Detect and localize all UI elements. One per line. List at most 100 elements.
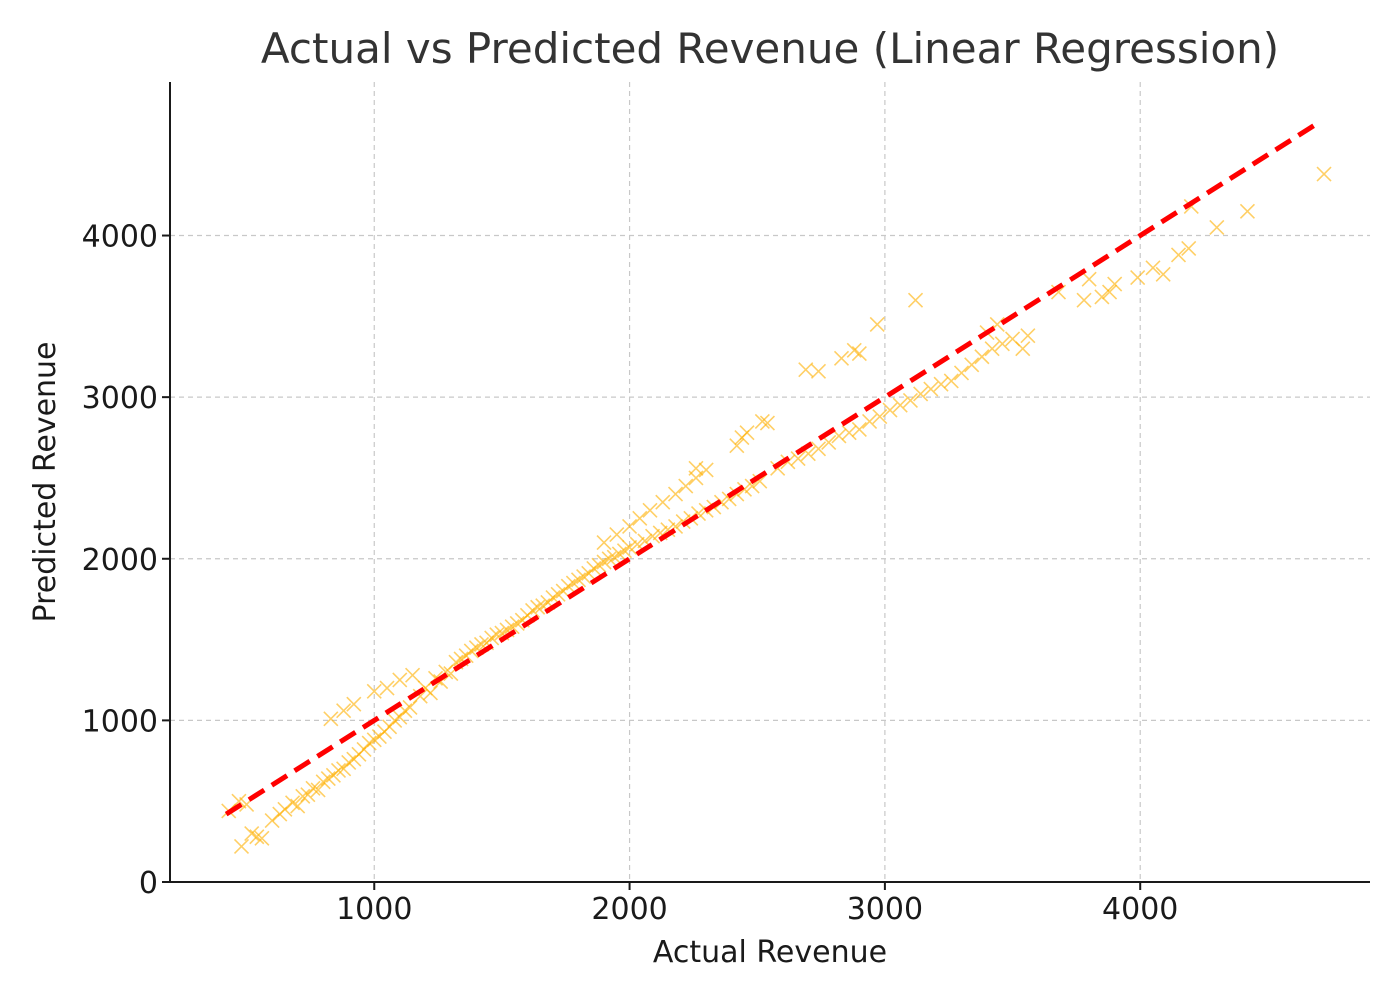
data-point — [379, 680, 395, 696]
data-point — [780, 454, 796, 470]
grid-lines — [170, 82, 1370, 882]
data-point — [570, 572, 587, 588]
data-point — [1102, 284, 1118, 300]
data-point — [846, 342, 862, 358]
data-point — [586, 560, 602, 577]
data-point — [862, 413, 878, 429]
data-point — [1181, 240, 1197, 257]
data-point — [984, 341, 1000, 357]
data-point — [688, 460, 704, 476]
y-tick-label: 2000 — [82, 543, 158, 578]
data-point — [336, 703, 352, 719]
reference-line-layer — [224, 120, 1321, 817]
data-point — [698, 462, 714, 478]
data-point — [841, 425, 857, 441]
x-tick-label: 4000 — [1102, 892, 1178, 927]
data-points — [221, 166, 1332, 855]
data-point — [632, 510, 648, 526]
data-point — [810, 441, 827, 457]
data-point — [231, 793, 247, 809]
data-point — [300, 787, 316, 803]
data-point — [729, 438, 745, 454]
y-tick-label: 3000 — [82, 381, 158, 416]
data-point — [1145, 260, 1161, 276]
data-point — [833, 350, 850, 366]
data-point — [1081, 271, 1097, 287]
data-point — [892, 397, 908, 413]
data-point — [869, 316, 885, 332]
y-tick-label: 0 — [139, 866, 158, 901]
data-point — [320, 770, 336, 787]
data-point — [277, 801, 293, 817]
data-point — [305, 780, 321, 796]
y-tick-label: 1000 — [82, 704, 158, 739]
data-point — [713, 494, 730, 510]
data-point — [404, 667, 421, 683]
data-point — [907, 292, 924, 308]
data-point — [798, 362, 814, 378]
data-point — [1094, 289, 1110, 305]
data-point — [1209, 219, 1225, 236]
data-point — [346, 696, 362, 712]
data-point — [1239, 203, 1256, 219]
data-point — [565, 575, 581, 591]
data-point — [953, 365, 970, 381]
x-axis-ticks: 1000 2000 3000 4000 — [336, 882, 1178, 927]
data-point — [913, 386, 929, 402]
data-point — [974, 349, 990, 365]
data-point — [678, 478, 694, 494]
data-point — [254, 830, 270, 846]
data-point — [1107, 276, 1123, 292]
data-point — [923, 381, 939, 397]
reference-line — [224, 120, 1321, 817]
data-point — [759, 415, 776, 431]
data-point — [667, 486, 684, 502]
data-point — [366, 683, 382, 699]
data-point — [392, 672, 408, 688]
data-point — [872, 408, 888, 425]
chart-title: Actual vs Predicted Revenue (Linear Regr… — [261, 24, 1279, 73]
data-point — [790, 450, 806, 467]
data-point — [315, 774, 331, 790]
data-point — [943, 373, 959, 389]
data-point — [1170, 247, 1187, 263]
data-point — [591, 557, 607, 573]
data-point — [882, 402, 898, 418]
data-point — [902, 392, 918, 408]
data-point — [1020, 328, 1036, 344]
x-tick-label: 2000 — [591, 892, 667, 927]
data-point — [933, 376, 949, 392]
data-point — [1155, 266, 1171, 282]
data-point — [550, 586, 566, 602]
x-tick-label: 1000 — [336, 892, 412, 927]
data-point — [249, 829, 265, 845]
data-point — [655, 494, 671, 510]
data-point — [736, 481, 753, 497]
x-tick-label: 3000 — [847, 892, 923, 927]
data-point — [622, 518, 638, 535]
data-point — [609, 526, 625, 543]
data-point — [560, 578, 576, 594]
data-point — [642, 502, 658, 518]
data-point — [754, 413, 770, 429]
data-point — [851, 421, 867, 438]
data-point — [264, 813, 280, 829]
data-point — [622, 539, 638, 556]
data-point — [330, 762, 347, 779]
data-point — [341, 754, 357, 770]
y-axis-label: Predicted Revenue — [28, 341, 63, 622]
data-point — [1015, 341, 1031, 357]
data-point — [530, 599, 546, 615]
x-axis-label: Actual Revenue — [653, 935, 887, 970]
data-point — [576, 568, 592, 585]
data-point — [675, 514, 691, 530]
data-point — [994, 336, 1010, 352]
data-point — [1076, 292, 1092, 308]
data-point — [1316, 166, 1332, 182]
y-axis-ticks: 0 1000 2000 3000 4000 — [82, 220, 170, 901]
data-point — [964, 357, 980, 373]
data-point — [509, 615, 525, 631]
data-point — [601, 551, 617, 567]
data-point — [739, 425, 755, 441]
